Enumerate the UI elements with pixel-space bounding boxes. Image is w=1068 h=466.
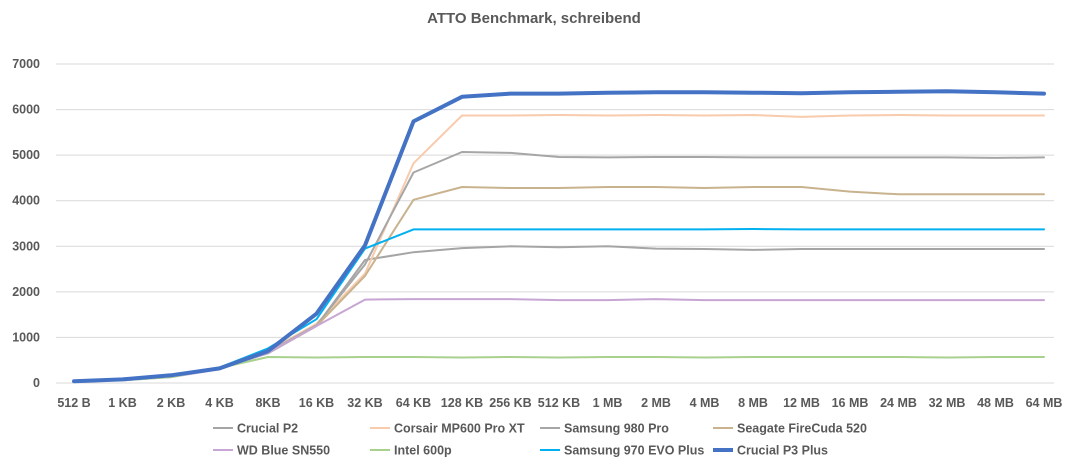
legend-label: Corsair MP600 Pro XT [394, 422, 525, 436]
y-tick-label: 5000 [12, 148, 40, 162]
x-tick-label: 4 KB [205, 396, 233, 410]
gridlines [56, 63, 1054, 384]
legend-label: Crucial P3 Plus [737, 444, 828, 458]
legend-item-corsair-mp600-pro-xt: Corsair MP600 Pro XT [370, 422, 525, 436]
plot-area [72, 89, 1046, 384]
legend-label: Seagate FireCuda 520 [737, 422, 867, 436]
x-tick-label: 256 KB [489, 396, 531, 410]
legend: Crucial P2 Corsair MP600 Pro XT Samsung 98… [213, 422, 867, 458]
legend-item-wd-blue-sn550: WD Blue SN550 [213, 444, 330, 458]
x-tick-label: 16 KB [299, 396, 334, 410]
x-tick-label: 32 MB [929, 396, 966, 410]
legend-label: Samsung 980 Pro [564, 422, 669, 436]
legend-item-crucial-p2: Crucial P2 [213, 422, 298, 436]
x-tick-label: 24 MB [880, 396, 917, 410]
x-tick-label: 8KB [255, 396, 280, 410]
y-tick-label: 1000 [12, 330, 40, 344]
y-axis: 0 1000 2000 3000 4000 5000 6000 7000 [12, 57, 40, 390]
series-line-crucial-p3-plus [72, 89, 1046, 384]
y-tick-label: 3000 [12, 239, 40, 253]
y-tick-label: 0 [33, 376, 40, 390]
legend-item-intel-600p: Intel 600p [370, 444, 452, 458]
legend-label: Crucial P2 [237, 422, 298, 436]
x-tick-label: 32 KB [347, 396, 382, 410]
x-tick-label: 512 B [57, 396, 90, 410]
x-tick-label: 1 KB [108, 396, 136, 410]
x-tick-label: 2 MB [641, 396, 671, 410]
x-axis: 512 B 1 KB 2 KB 4 KB 8KB 16 KB 32 KB 64 KB 128 K… [57, 396, 1062, 410]
x-tick-label: 64 MB [1026, 396, 1063, 410]
x-tick-label: 8 MB [738, 396, 768, 410]
y-tick-label: 4000 [12, 194, 40, 208]
x-tick-label: 1 MB [593, 396, 623, 410]
x-tick-label: 16 MB [832, 396, 869, 410]
legend-label: Samsung 970 EVO Plus [564, 444, 704, 458]
y-tick-label: 7000 [12, 57, 40, 71]
y-tick-label: 2000 [12, 285, 40, 299]
legend-item-seagate-firecuda-520: Seagate FireCuda 520 [713, 422, 867, 436]
x-tick-label: 48 MB [977, 396, 1014, 410]
y-tick-label: 6000 [12, 103, 40, 117]
legend-label: WD Blue SN550 [237, 444, 330, 458]
x-tick-label: 512 KB [538, 396, 580, 410]
series-line-samsung-980-pro [73, 151, 1045, 383]
legend-item-crucial-p3-plus: Crucial P3 Plus [713, 444, 828, 458]
legend-item-samsung-970-evo-plus: Samsung 970 EVO Plus [540, 444, 704, 458]
series-line-crucial-p2 [73, 245, 1045, 383]
x-tick-label: 4 MB [690, 396, 720, 410]
legend-item-samsung-980-pro: Samsung 980 Pro [540, 422, 669, 436]
x-tick-label: 2 KB [157, 396, 185, 410]
chart-title: ATTO Benchmark, schreibend [427, 10, 641, 27]
series-line-seagate-firecuda-520 [73, 186, 1045, 383]
legend-label: Intel 600p [394, 444, 452, 458]
x-tick-label: 64 KB [396, 396, 431, 410]
x-tick-label: 12 MB [783, 396, 820, 410]
x-tick-label: 128 KB [441, 396, 483, 410]
